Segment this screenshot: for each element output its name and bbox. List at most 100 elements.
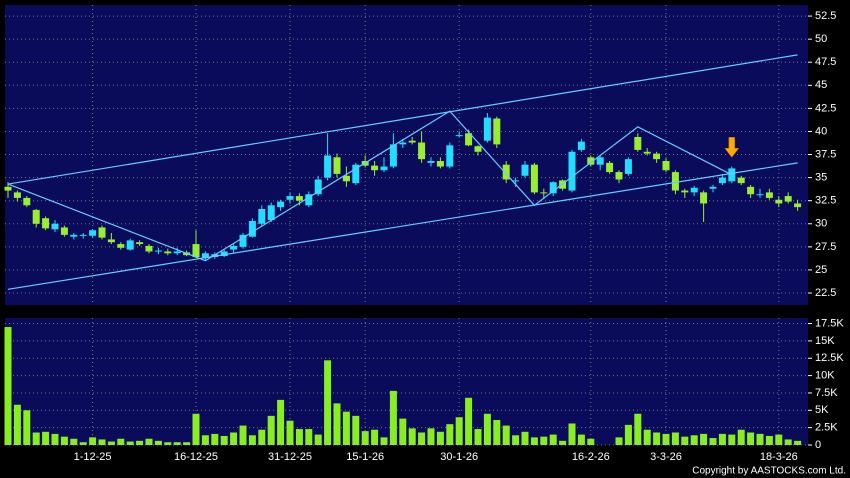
volume-bar xyxy=(277,399,285,445)
candle-body xyxy=(380,166,388,171)
candle-body xyxy=(117,244,125,248)
volume-bar xyxy=(220,435,228,445)
volume-bar xyxy=(418,432,426,445)
volume-bar xyxy=(568,423,576,445)
candle-body xyxy=(13,192,21,198)
volume-bar xyxy=(117,438,125,445)
candle-body xyxy=(446,145,454,167)
volume-bar xyxy=(587,438,595,445)
volume-tick-label: 12.5K xyxy=(815,352,844,364)
candle-body xyxy=(530,164,538,193)
candle-body xyxy=(794,203,802,208)
candle-body xyxy=(305,194,313,206)
volume-bar xyxy=(389,390,397,445)
volume-tick-label: 15K xyxy=(815,335,835,347)
y-tick-label: 32.5 xyxy=(815,195,836,207)
x-tick-label: 1-12-25 xyxy=(74,451,112,463)
candle-body xyxy=(371,165,379,171)
candle-body xyxy=(615,172,623,180)
volume-bar xyxy=(98,439,106,445)
candle-body xyxy=(747,186,755,195)
candle-body xyxy=(220,251,228,257)
volume-bar xyxy=(662,433,670,445)
candle-body xyxy=(671,172,679,191)
volume-bar xyxy=(747,432,755,445)
volume-bar xyxy=(173,442,181,445)
volume-bar xyxy=(258,429,266,445)
candle-body xyxy=(173,251,181,254)
candle-body xyxy=(643,151,651,154)
volume-bar xyxy=(512,435,520,445)
candle-body xyxy=(258,209,266,224)
volume-bar xyxy=(624,424,632,445)
volume-bar xyxy=(399,418,407,445)
volume-bar xyxy=(775,434,783,445)
volume-bar xyxy=(681,436,689,445)
arrow-marker xyxy=(724,137,740,158)
volume-bar xyxy=(32,432,40,445)
candle-body xyxy=(389,144,397,167)
volume-bar xyxy=(465,397,473,445)
candle-body xyxy=(342,175,350,182)
volume-bar xyxy=(211,433,219,445)
candle-body xyxy=(267,205,275,221)
volume-bar xyxy=(427,428,435,445)
candle-body xyxy=(737,177,745,184)
volume-bar xyxy=(521,431,529,445)
candle-body xyxy=(23,197,31,206)
volume-bar xyxy=(324,360,332,445)
candle-body xyxy=(277,201,285,208)
candle-body xyxy=(295,196,303,201)
candle-body xyxy=(756,194,764,196)
candle-body xyxy=(42,218,50,229)
volume-bar xyxy=(201,435,209,445)
y-tick-label: 35 xyxy=(815,172,827,184)
candle-body xyxy=(709,186,717,189)
volume-bar xyxy=(145,438,153,445)
candle-body xyxy=(784,196,792,202)
volume-tick-label: 2.5K xyxy=(815,422,838,434)
volume-tick-label: 10K xyxy=(815,370,835,382)
volume-bar xyxy=(653,432,661,445)
volume-tick-label: 17.5K xyxy=(815,317,844,329)
candle-body xyxy=(681,190,689,193)
y-tick-label: 25 xyxy=(815,264,827,276)
volume-bar xyxy=(446,424,454,445)
copyright: Copyright by AASTOCKS.com Ltd. xyxy=(692,466,846,477)
candle-body xyxy=(455,135,463,137)
volume-bar xyxy=(89,437,97,445)
volume-bar xyxy=(718,433,726,445)
volume-bar xyxy=(361,431,369,445)
candle-body xyxy=(653,153,661,160)
candle-body xyxy=(587,157,595,165)
candle-body xyxy=(502,164,510,180)
candle-body xyxy=(765,192,773,198)
candle-body xyxy=(408,140,416,143)
candle-body xyxy=(521,164,529,176)
candle-body xyxy=(634,137,642,150)
volume-bar xyxy=(4,327,12,445)
volume-bar xyxy=(23,410,31,445)
candle-body xyxy=(436,161,444,167)
candle-body xyxy=(568,151,576,191)
volume-bar xyxy=(154,440,162,445)
volume-bar xyxy=(126,441,134,445)
y-tick-label: 45 xyxy=(815,79,827,91)
y-tick-label: 42.5 xyxy=(815,102,836,114)
y-tick-label: 22.5 xyxy=(815,287,836,299)
volume-bar xyxy=(286,420,294,445)
candle-body xyxy=(324,155,332,178)
candle-body xyxy=(352,164,360,184)
y-tick-label: 37.5 xyxy=(815,148,836,160)
candle-body xyxy=(98,227,106,238)
volume-bar xyxy=(540,436,548,445)
trend-line xyxy=(7,162,798,290)
volume-bar xyxy=(577,434,585,445)
volume-bar xyxy=(51,433,59,445)
candle-body xyxy=(662,161,670,171)
volume-bar xyxy=(107,441,115,445)
candle-body xyxy=(201,253,209,258)
candle-body xyxy=(230,245,238,250)
volume-bar xyxy=(295,429,303,445)
